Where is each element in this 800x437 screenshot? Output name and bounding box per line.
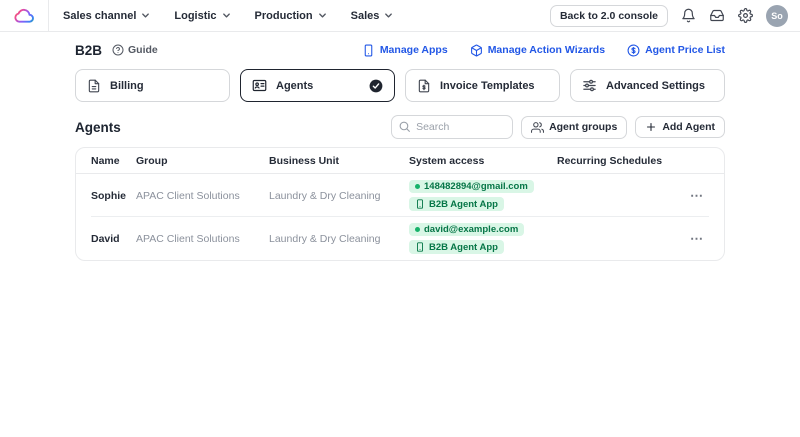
nav-item-sales[interactable]: Sales xyxy=(351,10,394,22)
agents-table: Name Group Business Unit System access R… xyxy=(75,147,725,261)
user-avatar[interactable]: So xyxy=(766,4,788,27)
tab-agents-label: Agents xyxy=(276,79,314,92)
gear-icon xyxy=(738,8,753,23)
system-access-cell: 148482894@gmail.com B2B Agent App xyxy=(409,179,557,212)
chevron-down-icon xyxy=(384,11,393,20)
guide-link[interactable]: Guide xyxy=(112,44,158,56)
chevron-down-icon xyxy=(141,11,150,20)
smartphone-icon xyxy=(415,199,425,209)
col-system-access: System access xyxy=(409,154,485,167)
row-actions-button[interactable]: ⋯ xyxy=(685,187,709,204)
tab-billing[interactable]: Billing xyxy=(75,69,230,102)
check-circle-icon xyxy=(369,79,383,93)
status-dot-icon xyxy=(415,184,420,189)
agent-name: Sophie xyxy=(91,189,127,202)
inbox-icon xyxy=(709,8,725,23)
cube-icon xyxy=(470,44,483,57)
chevron-down-icon xyxy=(222,11,231,20)
sliders-icon xyxy=(582,78,597,93)
tab-advanced-settings[interactable]: Advanced Settings xyxy=(570,69,725,102)
notifications-button[interactable] xyxy=(681,8,696,23)
status-dot-icon xyxy=(415,227,420,232)
tab-invoice-templates[interactable]: Invoice Templates xyxy=(405,69,560,102)
nav-item-sales-channel[interactable]: Sales channel xyxy=(63,10,150,22)
smartphone-icon xyxy=(362,44,375,57)
email-access-label: david@example.com xyxy=(424,223,519,235)
system-access-cell: david@example.com B2B Agent App xyxy=(409,222,557,255)
manage-apps-link[interactable]: Manage Apps xyxy=(362,44,448,57)
app-access-badge: B2B Agent App xyxy=(409,197,504,212)
app-access-badge: B2B Agent App xyxy=(409,240,504,255)
agent-group: APAC Client Solutions xyxy=(136,232,240,245)
agent-group: APAC Client Solutions xyxy=(136,189,240,202)
col-business-unit: Business Unit xyxy=(269,154,340,167)
id-card-icon xyxy=(252,78,267,93)
table-row: Sophie APAC Client Solutions Laundry & D… xyxy=(76,174,724,217)
nav-item-logistic[interactable]: Logistic xyxy=(174,10,230,22)
agent-name: David xyxy=(91,232,120,245)
col-recurring-schedules: Recurring Schedules xyxy=(557,154,663,167)
plus-icon xyxy=(645,121,657,133)
nav-menu: Sales channel Logistic Production Sales xyxy=(63,10,393,22)
top-navbar: Sales channel Logistic Production Sales … xyxy=(0,0,800,32)
document-icon xyxy=(87,79,101,93)
bell-icon xyxy=(681,8,696,23)
manage-action-wizards-link[interactable]: Manage Action Wizards xyxy=(470,44,605,57)
agent-business-unit: Laundry & Dry Cleaning xyxy=(269,232,381,245)
table-row: David APAC Client Solutions Laundry & Dr… xyxy=(76,217,724,260)
agents-section-bar: Agents Agent groups xyxy=(75,115,725,139)
tab-billing-label: Billing xyxy=(110,79,144,92)
row-actions-button[interactable]: ⋯ xyxy=(685,230,709,247)
app-access-label: B2B Agent App xyxy=(429,198,498,210)
app-logo[interactable] xyxy=(13,7,48,24)
guide-label: Guide xyxy=(128,44,158,56)
cloud-logo-icon xyxy=(13,7,36,24)
col-group: Group xyxy=(136,154,168,167)
page-header: B2B Guide Manage Apps xyxy=(75,40,725,60)
search-box xyxy=(391,115,514,139)
page-title: B2B xyxy=(75,42,103,58)
add-agent-label: Add Agent xyxy=(662,121,715,133)
tab-advanced-settings-label: Advanced Settings xyxy=(606,79,706,92)
settings-button[interactable] xyxy=(738,8,753,23)
manage-apps-label: Manage Apps xyxy=(379,44,448,56)
agent-price-list-label: Agent Price List xyxy=(645,44,725,56)
search-icon xyxy=(398,120,411,133)
nav-item-label: Sales channel xyxy=(63,9,137,22)
agent-price-list-link[interactable]: Agent Price List xyxy=(627,44,725,57)
users-icon xyxy=(531,121,545,134)
manage-action-wizards-label: Manage Action Wizards xyxy=(487,44,606,56)
chevron-down-icon xyxy=(318,11,327,20)
tab-cards: Billing Agents In xyxy=(75,69,725,102)
tab-agents[interactable]: Agents xyxy=(240,69,395,102)
table-header-row: Name Group Business Unit System access R… xyxy=(76,148,724,174)
back-to-console-button[interactable]: Back to 2.0 console xyxy=(549,4,668,27)
search-input[interactable] xyxy=(391,115,514,139)
agent-groups-label: Agent groups xyxy=(549,121,618,133)
email-access-badge: david@example.com xyxy=(409,222,525,237)
nav-item-label: Sales xyxy=(350,9,380,22)
tab-invoice-templates-label: Invoice Templates xyxy=(440,79,535,92)
app-access-label: B2B Agent App xyxy=(429,241,498,253)
inbox-button[interactable] xyxy=(709,8,725,23)
invoice-icon xyxy=(417,79,431,93)
smartphone-icon xyxy=(415,242,425,252)
section-title: Agents xyxy=(75,119,121,135)
col-name: Name xyxy=(91,154,120,167)
agent-groups-button[interactable]: Agent groups xyxy=(521,115,628,139)
email-access-badge: 148482894@gmail.com xyxy=(409,179,534,194)
agent-business-unit: Laundry & Dry Cleaning xyxy=(269,189,381,202)
question-circle-icon xyxy=(112,44,124,56)
add-agent-button[interactable]: Add Agent xyxy=(635,116,725,138)
nav-divider xyxy=(48,0,49,32)
dollar-circle-icon xyxy=(627,44,640,57)
nav-item-label: Logistic xyxy=(174,9,217,22)
nav-item-label: Production xyxy=(254,9,313,22)
email-access-label: 148482894@gmail.com xyxy=(424,180,528,192)
nav-item-production[interactable]: Production xyxy=(255,10,327,22)
